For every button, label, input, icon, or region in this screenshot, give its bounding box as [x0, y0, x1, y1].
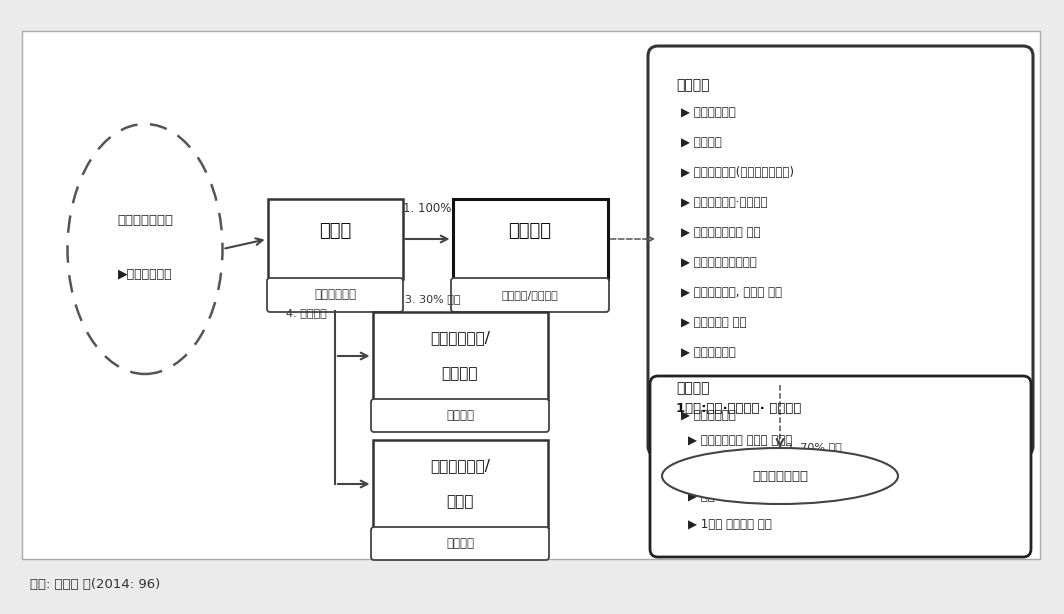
FancyBboxPatch shape: [372, 312, 548, 400]
FancyBboxPatch shape: [267, 199, 402, 279]
Text: ▶ 1단계 참여수당 지급: ▶ 1단계 참여수당 지급: [688, 518, 771, 531]
Text: ▶ 직업심리검사(직업선로도검사): ▶ 직업심리검사(직업선로도검사): [681, 166, 794, 179]
Text: ▶ 조기상담: ▶ 조기상담: [681, 136, 721, 149]
Text: ▶ 최소 2주 운용: ▶ 최소 2주 운용: [688, 490, 751, 503]
Text: 고용센터: 고용센터: [509, 222, 551, 240]
Text: 지자체: 지자체: [319, 222, 351, 240]
Ellipse shape: [67, 124, 222, 374]
Text: ▶ 취업준비도 평가: ▶ 취업준비도 평가: [681, 316, 747, 329]
Text: 기초생활수급자: 기초생활수급자: [117, 214, 173, 228]
Text: 1단계:진단·의욕증진· 경로설정: 1단계:진단·의욕증진· 경로설정: [676, 402, 801, 415]
Text: 지역자활센터/: 지역자활센터/: [430, 459, 489, 473]
FancyBboxPatch shape: [648, 46, 1033, 456]
FancyBboxPatch shape: [650, 376, 1031, 557]
Text: 생략가능: 생략가능: [688, 462, 728, 475]
Text: ▶ 오리엔테이션: ▶ 오리엔테이션: [681, 106, 735, 119]
Text: 자활근로: 자활근로: [446, 537, 473, 550]
FancyBboxPatch shape: [22, 31, 1040, 559]
FancyBboxPatch shape: [371, 527, 549, 560]
Text: ▶ 참여수당지급: ▶ 참여수당지급: [681, 346, 735, 359]
Text: 2. 70% 이상: 2. 70% 이상: [786, 442, 842, 452]
Text: 민간기관: 민간기관: [442, 367, 478, 381]
Text: 3. 30% 이하: 3. 30% 이하: [404, 294, 461, 304]
Text: 1. 100%: 1. 100%: [403, 203, 452, 216]
Text: ▶ 사회복지서비스연계: ▶ 사회복지서비스연계: [681, 256, 757, 269]
FancyBboxPatch shape: [371, 399, 549, 432]
Text: ▶ 단기해결상담, 롤모델 공유: ▶ 단기해결상담, 롤모델 공유: [681, 286, 782, 299]
Text: ▶ 심리상담서비스 연계: ▶ 심리상담서비스 연계: [681, 226, 761, 239]
Text: ▶ 사전단계에서 제공한 서비스: ▶ 사전단계에서 제공한 서비스: [688, 434, 793, 447]
FancyBboxPatch shape: [372, 440, 548, 528]
Text: ▶ 단기집단상담·단기특강: ▶ 단기집단상담·단기특강: [681, 196, 767, 209]
Text: 사전단계/진단회의: 사전단계/진단회의: [501, 290, 559, 300]
Text: 자활역량평가: 자활역량평가: [314, 289, 356, 301]
Ellipse shape: [662, 448, 898, 504]
Text: 희망리본: 희망리본: [446, 409, 473, 422]
Text: 광역자활센터/: 광역자활센터/: [430, 330, 489, 346]
FancyBboxPatch shape: [267, 278, 403, 312]
Text: 4. 목표인원: 4. 목표인원: [286, 308, 327, 319]
Text: 지자체: 지자체: [446, 494, 473, 510]
Text: ▶ 자활경로설정: ▶ 자활경로설정: [681, 409, 735, 422]
FancyBboxPatch shape: [451, 278, 609, 312]
Text: 취업성공패키지: 취업성공패키지: [752, 470, 808, 483]
Text: 사전단계: 사전단계: [676, 78, 710, 92]
Text: 진단회의: 진단회의: [676, 381, 710, 395]
Text: 자료: 이병희 외(2014: 96): 자료: 이병희 외(2014: 96): [30, 578, 161, 591]
Text: ▶조건부수급자: ▶조건부수급자: [118, 268, 172, 281]
FancyBboxPatch shape: [452, 199, 608, 279]
